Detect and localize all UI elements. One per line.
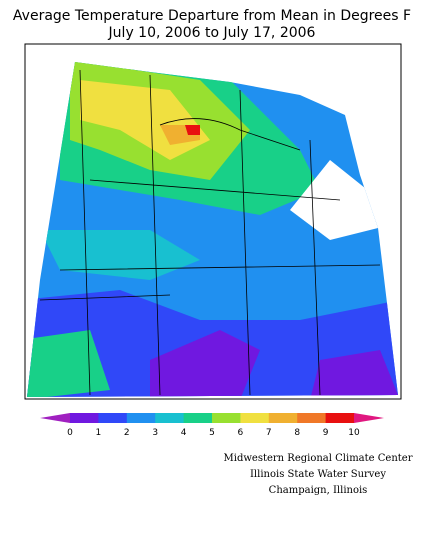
map — [24, 43, 402, 400]
color-legend: 0 1 2 3 4 5 6 7 8 9 10 — [40, 413, 384, 438]
legend-tick-label: 8 — [294, 428, 300, 438]
legend-tick-label: 3 — [152, 428, 158, 438]
boundaries — [39, 69, 381, 396]
legend-tick-label: 5 — [209, 428, 215, 438]
title-line: July 10, 2006 to July 17, 2006 — [108, 25, 316, 41]
legend-tick-label: 2 — [124, 428, 130, 438]
legend-swatch — [98, 413, 128, 423]
legend-arrow — [40, 413, 70, 423]
legend-swatch — [325, 413, 355, 423]
legend-swatch — [155, 413, 185, 423]
legend-swatch — [268, 413, 298, 423]
title-line: Average Temperature Departure from Mean … — [13, 8, 411, 24]
legend-tick-label: 1 — [96, 428, 102, 438]
legend-swatch — [183, 413, 213, 423]
credit-line: Illinois State Water Survey — [250, 469, 386, 480]
legend-tick-label: 4 — [181, 428, 187, 438]
credit-line: Midwestern Regional Climate Center — [224, 453, 413, 464]
legend-tick-label: 9 — [323, 428, 329, 438]
legend-swatch — [297, 413, 327, 423]
legend-swatch — [126, 413, 156, 423]
legend-swatch — [212, 413, 241, 423]
legend-tick-label: 0 — [67, 428, 73, 438]
legend-swatch — [240, 413, 270, 423]
legend-tick-label: 6 — [238, 428, 244, 438]
credit-line: Champaign, Illinois — [269, 485, 368, 496]
legend-arrow — [354, 413, 384, 423]
legend-tick-label: 7 — [266, 428, 272, 438]
legend-tick-label: 10 — [348, 428, 360, 438]
legend-swatch — [70, 413, 99, 423]
